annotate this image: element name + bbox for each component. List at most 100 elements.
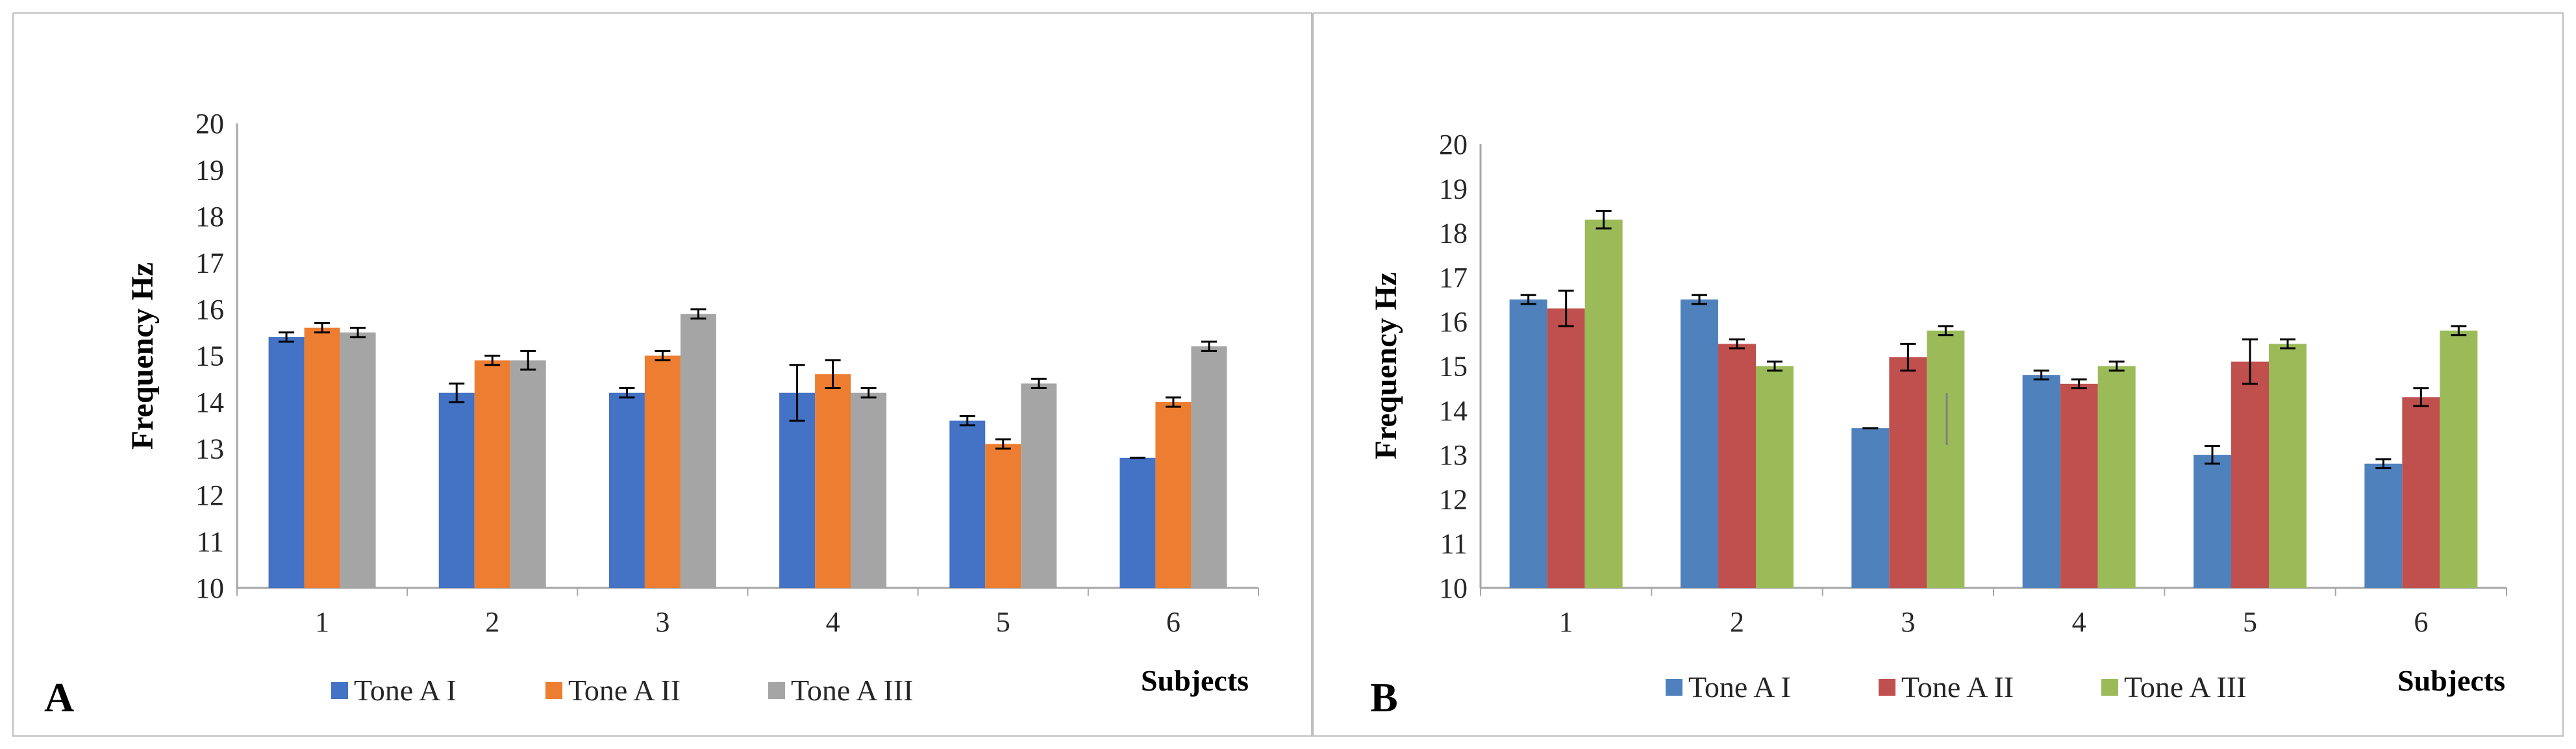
legend-swatch [545, 682, 562, 699]
x-tick-label: 3 [1901, 606, 1915, 638]
y-tick-label: 18 [1439, 218, 1468, 249]
bar-tone-a-ii-subject-3 [644, 355, 681, 588]
bar-tone-a-ii-subject-1 [1547, 308, 1585, 588]
bar-tone-a-ii-subject-2 [474, 360, 510, 588]
y-tick-label: 19 [1439, 173, 1468, 205]
bar-tone-a-i-subject-1 [268, 336, 305, 588]
y-tick-label: 20 [195, 108, 224, 140]
bar-tone-a-iii-subject-4 [851, 392, 887, 588]
error-bar [2413, 387, 2429, 407]
error-bar [2033, 369, 2049, 381]
bar-tone-a-i-subject-2 [1681, 299, 1718, 588]
y-tick-label: 12 [195, 479, 224, 511]
error-bar [1729, 338, 1745, 349]
x-tick-label: 2 [485, 606, 499, 638]
bar-tone-a-iii-subject-6 [2440, 330, 2478, 588]
panel-a-border [12, 12, 1312, 737]
bar-tone-a-i-subject-3 [608, 392, 645, 588]
error-bar [1938, 325, 1954, 336]
error-bar [1692, 294, 1707, 305]
x-tick-label: 3 [655, 606, 669, 638]
y-tick-label: 15 [1439, 351, 1468, 383]
bar-tone-a-iii-subject-2 [1756, 366, 1794, 588]
error-bar [1595, 209, 1612, 230]
y-tick-label: 19 [195, 155, 224, 186]
bar-tone-a-iii-subject-5 [1021, 383, 1057, 588]
legend-swatch [331, 682, 348, 699]
bar-tone-a-i-subject-1 [1509, 299, 1547, 588]
error-bar [350, 327, 366, 338]
bar-tone-a-i-subject-5 [2194, 455, 2231, 588]
bar-tone-a-ii-subject-1 [304, 327, 340, 588]
bar-tone-a-iii-subject-1 [1584, 220, 1623, 588]
error-bar [2375, 458, 2392, 470]
legend-label: Tone A III [791, 674, 913, 707]
y-tick-label: 11 [1440, 528, 1468, 560]
error-bar [2451, 325, 2467, 336]
x-tick-label: 1 [315, 606, 329, 638]
legend-item: Tone A III [2101, 670, 2246, 704]
legend-swatch [1666, 679, 1682, 696]
legend-label: Tone A I [1688, 670, 1791, 704]
bar-tone-a-iii-subject-1 [340, 332, 376, 588]
bar-tone-a-iii-subject-3 [680, 314, 716, 588]
y-tick-label: 13 [195, 433, 224, 465]
error-bar [789, 364, 805, 422]
error-bar [995, 438, 1011, 450]
bar-tone-a-i-subject-6 [2364, 463, 2403, 588]
bar-tone-a-ii-subject-4 [2060, 383, 2098, 588]
error-bar [484, 355, 501, 366]
legend-item: Tone A II [545, 674, 681, 707]
legend-label: Tone A II [1901, 670, 2014, 704]
error-bar [1031, 377, 1047, 390]
y-tick-label: 11 [197, 526, 224, 558]
x-tick-label: 5 [2243, 606, 2257, 638]
y-tick-label: 15 [195, 340, 224, 372]
legend-label: Tone A III [2124, 670, 2246, 704]
bar-tone-a-iii-subject-2 [510, 360, 546, 588]
y-tick-label: 10 [1439, 572, 1468, 604]
legend-swatch [2101, 679, 2118, 696]
y-tick-label: 10 [195, 572, 224, 604]
panel-a-x-axis-title: Subjects [1141, 664, 1249, 697]
y-tick-label: 17 [195, 248, 224, 279]
bar-tone-a-iii-subject-6 [1191, 346, 1227, 588]
y-tick-label: 18 [195, 201, 224, 233]
error-bar [1558, 289, 1574, 327]
legend-label: Tone A I [354, 674, 456, 707]
y-tick-label: 16 [195, 294, 224, 325]
error-bar [1767, 361, 1782, 372]
error-bar [2205, 444, 2220, 465]
bar-tone-a-i-subject-5 [949, 420, 986, 588]
bar-tone-a-i-subject-6 [1119, 457, 1156, 588]
bar-tone-a-i-subject-3 [1851, 428, 1890, 588]
legend-swatch [768, 682, 785, 699]
bar-tone-a-ii-subject-5 [2231, 361, 2269, 588]
error-bar [1165, 396, 1181, 408]
panel-b-y-axis-title: Frequency Hz [1369, 272, 1403, 459]
legend-item: Tone A III [768, 674, 913, 707]
legend-label: Tone A II [568, 674, 681, 707]
x-tick-label: 6 [1166, 606, 1181, 638]
x-tick-label: 4 [826, 606, 840, 638]
y-tick-label: 16 [1439, 306, 1468, 338]
bar-tone-a-i-subject-4 [779, 392, 816, 588]
error-bar [1201, 340, 1217, 352]
legend-item: Tone A II [1879, 670, 2014, 704]
y-tick-label: 17 [1439, 262, 1468, 294]
y-tick-label: 14 [1439, 395, 1468, 427]
x-tick-label: 4 [2072, 606, 2086, 638]
x-tick-label: 5 [996, 606, 1010, 638]
error-bar [825, 359, 841, 390]
bar-tone-a-iii-subject-4 [2097, 366, 2136, 588]
y-tick-label: 13 [1439, 439, 1468, 471]
x-tick-label: 1 [1559, 606, 1573, 638]
error-bar [314, 322, 331, 334]
error-bar [2280, 338, 2295, 349]
panel-a-y-axis-title: Frequency Hz [125, 262, 160, 450]
error-bar [1520, 294, 1536, 305]
bar-tone-a-ii-subject-3 [1889, 357, 1927, 588]
bar-tone-a-i-subject-2 [438, 392, 475, 588]
